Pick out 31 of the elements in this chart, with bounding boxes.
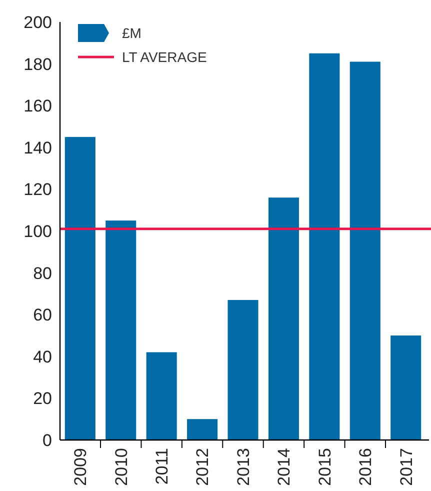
legend-label: £M xyxy=(122,24,142,41)
y-tick-label: 60 xyxy=(33,306,52,325)
x-tick-label: 2010 xyxy=(112,448,131,486)
bar xyxy=(268,198,299,440)
bar xyxy=(106,220,136,440)
y-tick-label: 100 xyxy=(24,222,52,241)
x-tick-label: 2013 xyxy=(234,448,253,486)
x-tick-label: 2011 xyxy=(152,448,172,485)
x-tick-label: 2016 xyxy=(356,448,376,486)
y-tick-label: 40 xyxy=(33,347,52,366)
y-tick-label: 180 xyxy=(24,54,52,74)
bar xyxy=(390,336,422,440)
y-tick-label: 0 xyxy=(42,430,52,450)
x-tick-label: 2014 xyxy=(274,448,294,486)
bar xyxy=(228,300,258,440)
bar xyxy=(350,62,380,440)
bar xyxy=(146,352,177,440)
x-tick-label: 2012 xyxy=(193,448,212,486)
bar xyxy=(187,419,218,440)
bar xyxy=(309,53,340,440)
y-tick-label: 160 xyxy=(24,96,52,116)
x-tick-label: 2017 xyxy=(396,448,416,486)
x-tick-label: 2009 xyxy=(71,448,90,486)
legend-label: LT AVERAGE xyxy=(122,48,207,65)
bar xyxy=(64,136,96,440)
x-tick-label: 2015 xyxy=(315,448,334,486)
y-tick-label: 140 xyxy=(24,138,52,158)
y-tick-label: 20 xyxy=(33,389,52,408)
y-tick-label: 80 xyxy=(33,264,52,283)
y-tick-label: 120 xyxy=(24,180,52,200)
y-tick-label: 200 xyxy=(24,12,52,32)
